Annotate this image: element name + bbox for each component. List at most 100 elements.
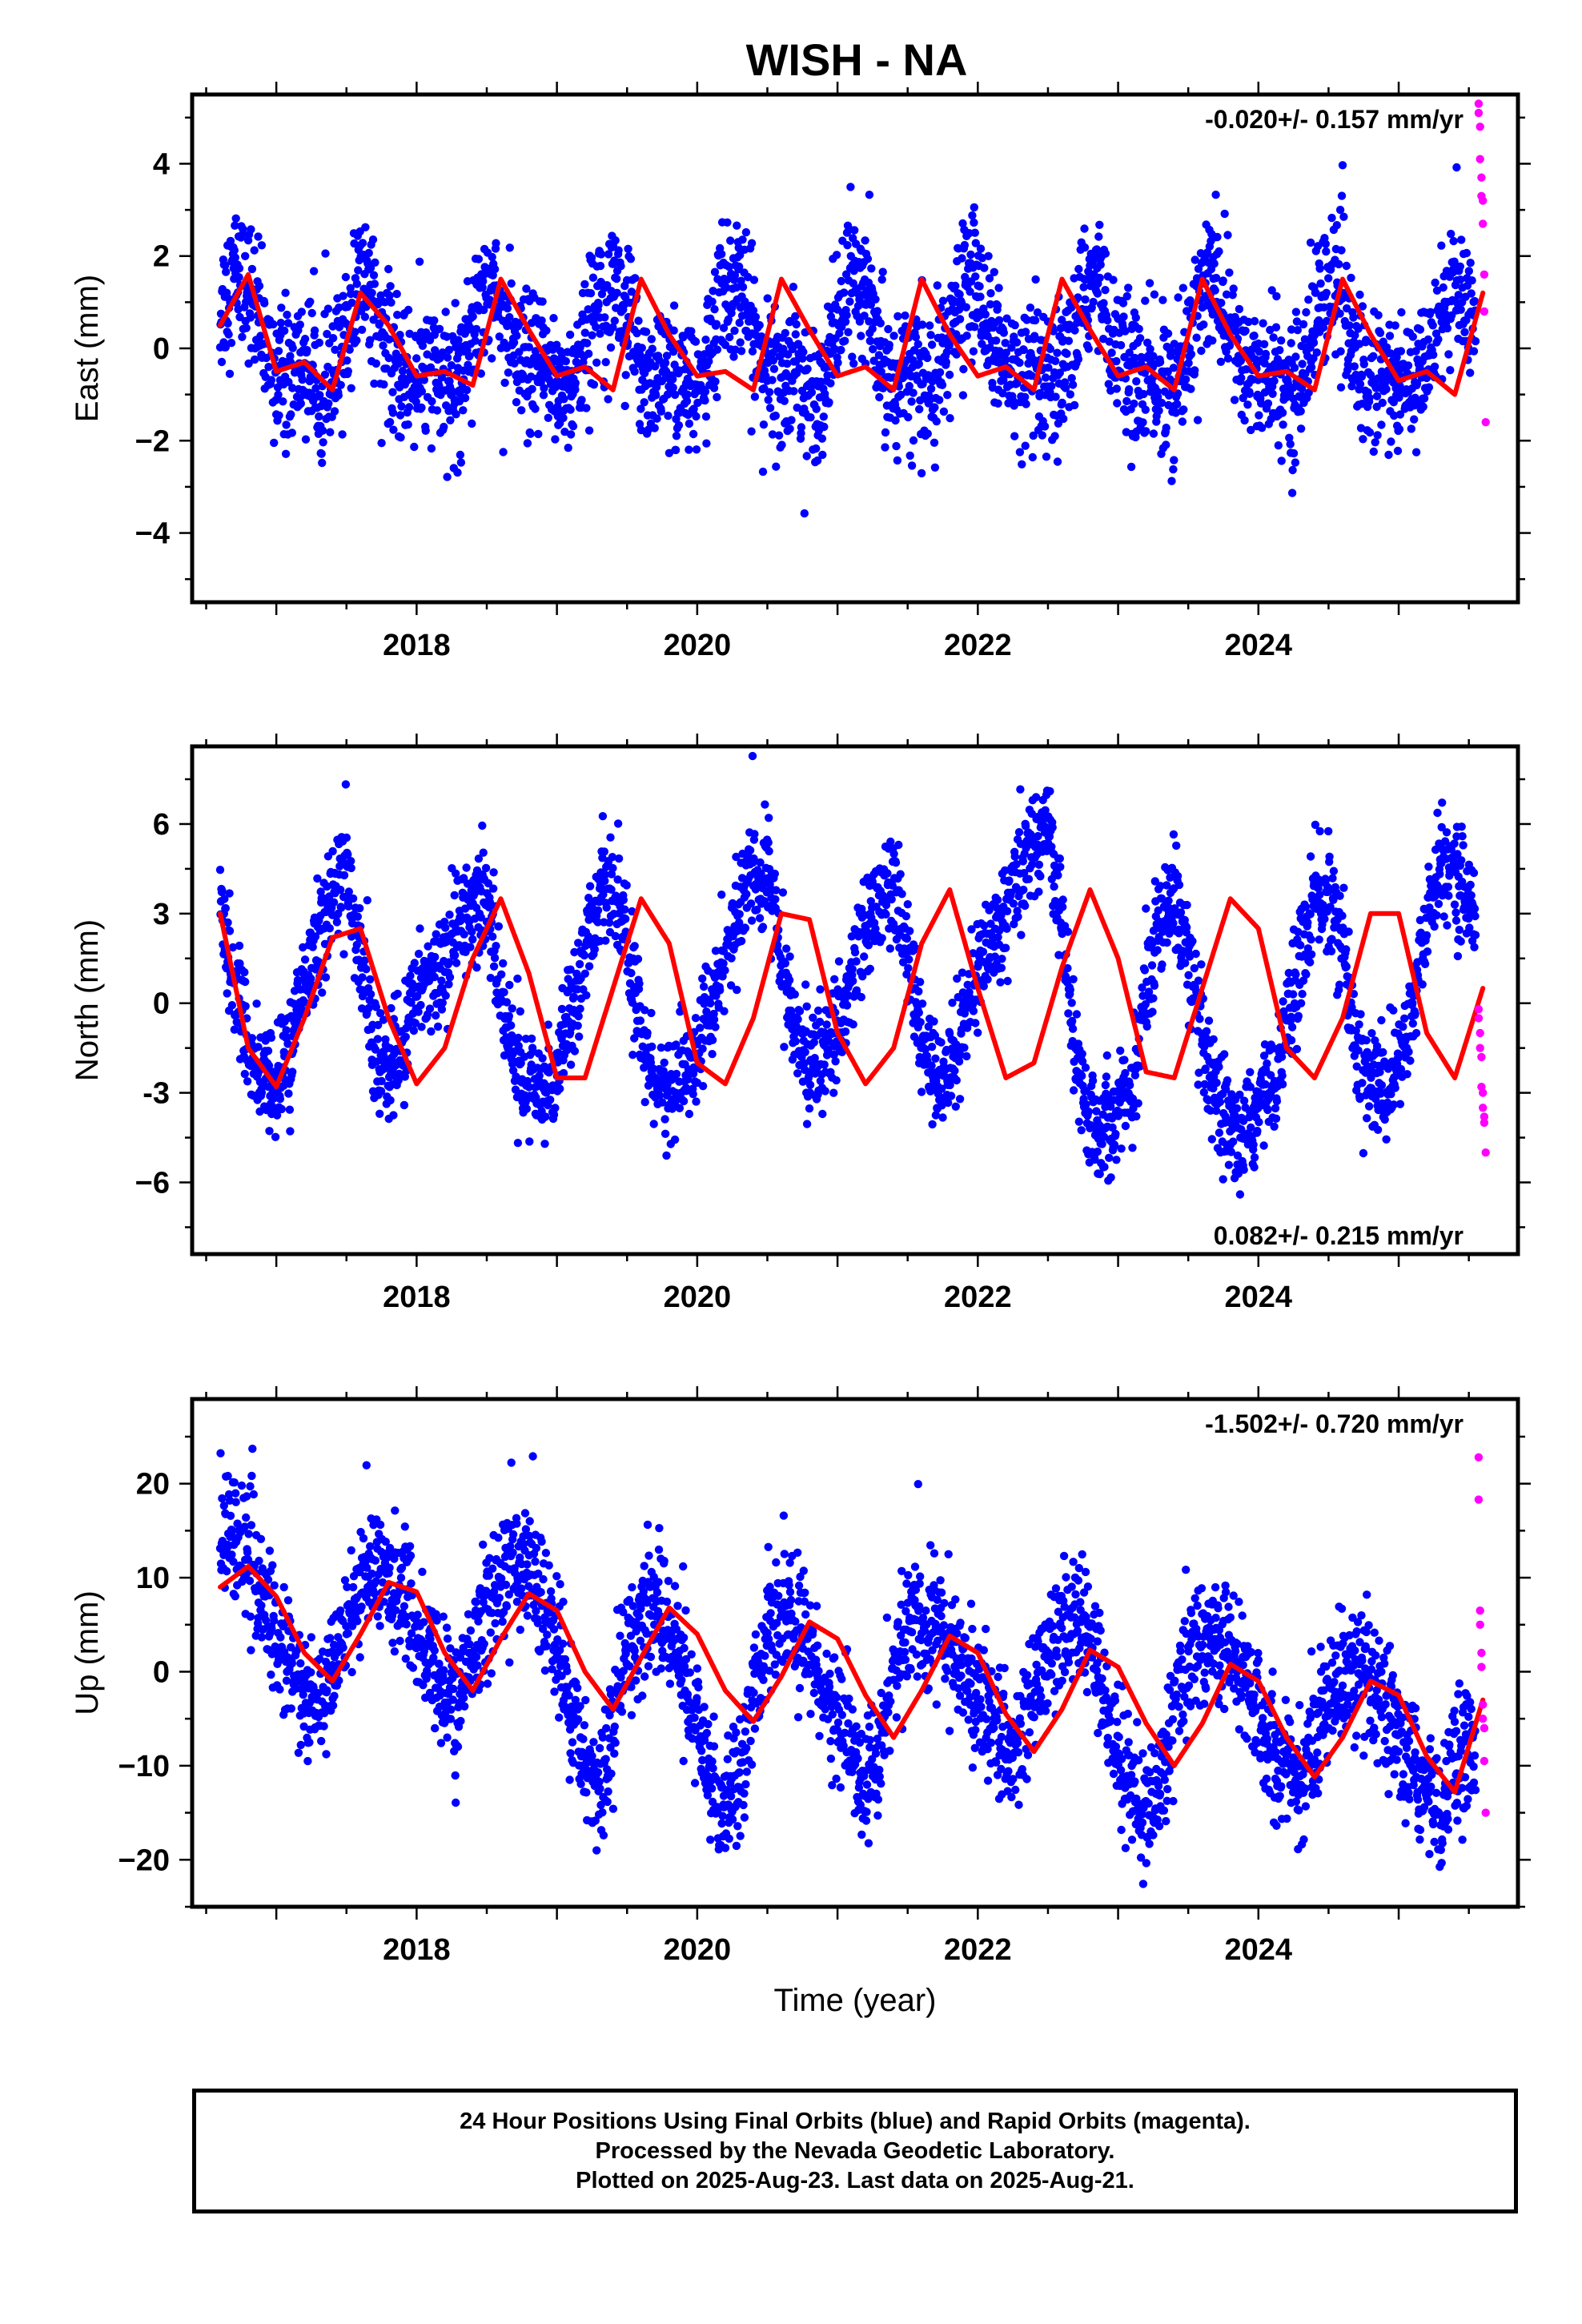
final-orbit-point <box>632 328 641 338</box>
final-orbit-point <box>451 299 460 308</box>
final-orbit-point <box>223 288 231 297</box>
final-orbit-point <box>235 263 244 273</box>
final-orbit-point <box>600 847 608 856</box>
final-orbit-point <box>772 462 781 471</box>
final-orbit-point <box>318 426 327 435</box>
final-orbit-point <box>431 952 440 962</box>
final-orbit-point <box>1191 366 1199 375</box>
final-orbit-point <box>414 949 424 959</box>
final-orbit-point <box>1259 319 1267 328</box>
final-orbit-point <box>887 895 896 904</box>
final-orbit-point <box>1225 268 1234 277</box>
final-orbit-point <box>1223 354 1233 363</box>
final-orbit-point <box>779 344 788 353</box>
final-orbit-point <box>916 1018 925 1027</box>
final-orbit-point <box>503 304 512 313</box>
final-orbit-point <box>747 916 757 925</box>
final-orbit-point <box>492 239 500 247</box>
final-orbit-point <box>760 897 769 906</box>
final-orbit-point <box>238 332 247 341</box>
final-orbit-point <box>386 1096 395 1105</box>
final-orbit-point <box>549 1110 559 1120</box>
final-orbit-point <box>366 990 375 999</box>
final-orbit-point <box>1050 432 1059 440</box>
final-orbit-point <box>966 287 974 296</box>
final-orbit-point <box>823 371 832 380</box>
final-orbit-point <box>246 313 255 322</box>
final-orbit-point <box>441 308 450 316</box>
final-orbit-point <box>366 975 375 984</box>
final-orbit-point <box>1193 416 1203 424</box>
final-orbit-point <box>586 289 596 298</box>
final-orbit-point <box>1287 339 1295 348</box>
final-orbit-point <box>437 976 446 985</box>
final-orbit-point <box>640 1098 649 1107</box>
final-orbit-point <box>525 1137 534 1146</box>
final-orbit-point <box>932 417 942 426</box>
final-orbit-point <box>447 361 456 370</box>
final-orbit-point <box>771 895 780 904</box>
final-orbit-point <box>552 376 561 385</box>
final-orbit-point <box>600 313 609 322</box>
final-orbit-point <box>958 254 966 263</box>
final-orbit-point <box>691 337 701 346</box>
final-orbit-point <box>524 1083 533 1092</box>
final-orbit-point <box>1387 437 1395 446</box>
final-orbit-point <box>247 264 257 274</box>
final-orbit-point <box>221 261 230 270</box>
final-orbit-point <box>914 1008 924 1017</box>
final-orbit-point <box>1107 348 1116 357</box>
final-orbit-point <box>1068 380 1078 389</box>
final-orbit-point <box>669 375 677 384</box>
final-orbit-point <box>1124 283 1133 292</box>
final-orbit-point <box>1143 338 1152 348</box>
final-orbit-point <box>935 368 945 377</box>
final-orbit-point <box>1081 295 1090 304</box>
final-orbit-point <box>1375 328 1385 337</box>
final-orbit-point <box>789 387 798 396</box>
final-orbit-point <box>765 404 775 412</box>
final-orbit-point <box>966 250 975 259</box>
final-orbit-point <box>742 890 751 899</box>
final-orbit-point <box>857 332 865 340</box>
final-orbit-point <box>432 930 440 939</box>
final-orbit-point <box>326 428 335 436</box>
final-orbit-point <box>406 971 415 980</box>
final-orbit-point <box>1021 901 1030 911</box>
final-orbit-point <box>751 312 761 321</box>
final-orbit-point <box>733 221 741 230</box>
final-orbit-point <box>1095 273 1104 283</box>
final-orbit-point <box>343 356 351 365</box>
final-orbit-point <box>1021 392 1030 401</box>
final-orbit-point <box>1015 358 1024 368</box>
final-orbit-point <box>990 952 1000 961</box>
final-orbit-point <box>621 915 630 923</box>
final-orbit-point <box>362 965 371 974</box>
final-orbit-point <box>1349 313 1358 322</box>
final-orbit-point <box>708 1035 717 1044</box>
final-orbit-point <box>1070 400 1079 410</box>
final-orbit-point <box>454 336 463 344</box>
final-orbit-point <box>1321 239 1331 248</box>
final-orbit-point <box>904 412 913 422</box>
final-orbit-point <box>510 359 519 368</box>
final-orbit-point <box>631 274 640 283</box>
final-orbit-point <box>719 324 729 332</box>
final-orbit-point <box>679 1096 689 1106</box>
final-orbit-point <box>894 840 903 850</box>
final-orbit-point <box>450 891 459 900</box>
final-orbit-point <box>1298 360 1307 368</box>
final-orbit-point <box>269 320 278 329</box>
y-tick-label: 4 <box>153 147 170 181</box>
final-orbit-point <box>930 438 939 447</box>
final-orbit-point <box>573 1021 582 1031</box>
final-orbit-point <box>583 339 592 348</box>
final-orbit-point <box>985 906 994 915</box>
final-orbit-point <box>638 1042 647 1051</box>
final-orbit-point <box>1178 283 1188 292</box>
final-orbit-point <box>306 297 315 306</box>
final-orbit-point <box>281 449 291 458</box>
final-orbit-point <box>626 255 636 263</box>
final-orbit-point <box>884 324 893 334</box>
final-orbit-point <box>1337 191 1347 200</box>
